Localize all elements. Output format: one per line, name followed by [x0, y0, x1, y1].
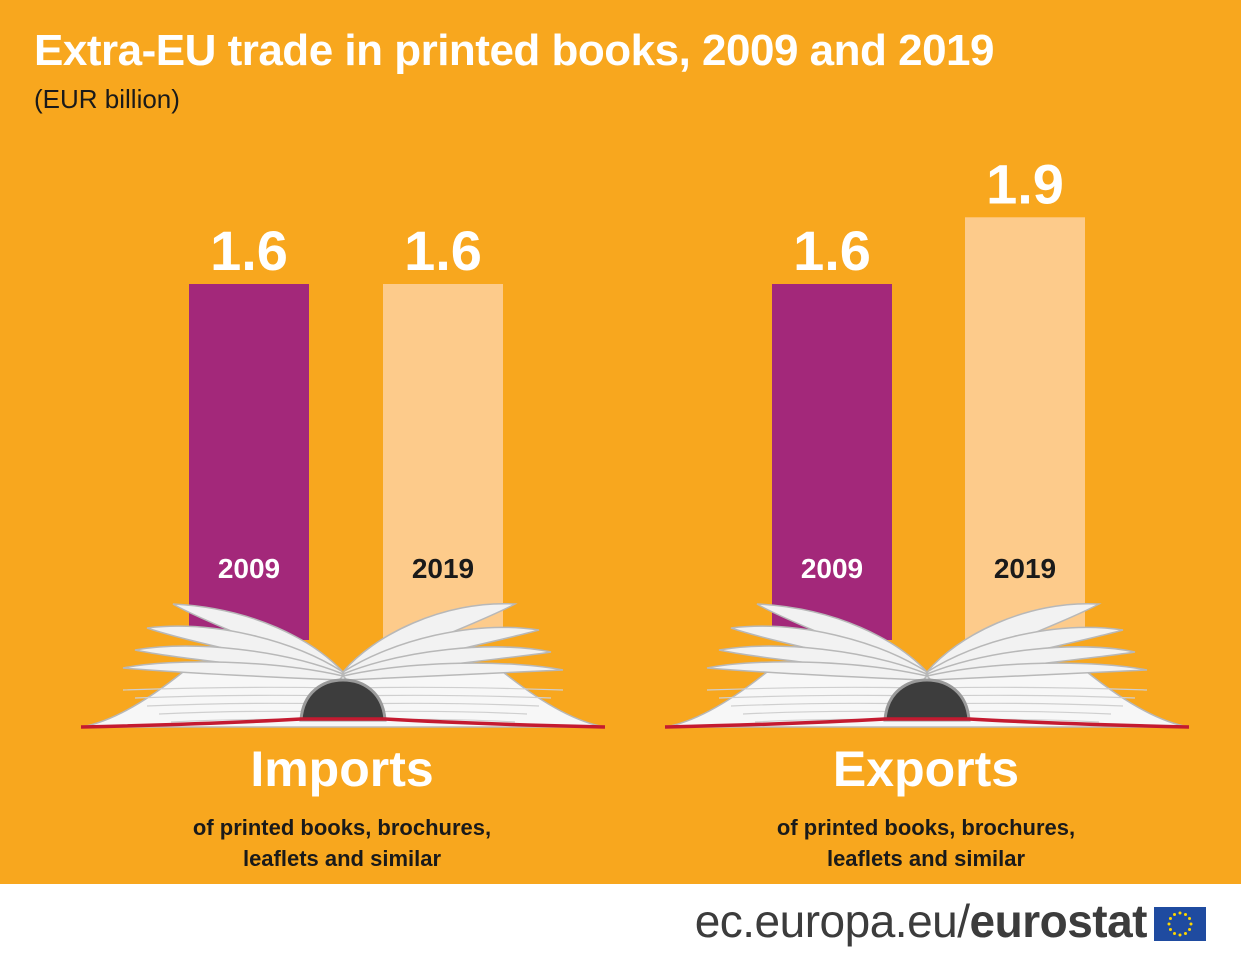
exports-heading: Exports [832, 741, 1020, 797]
eurostat-brand: eurostat [969, 895, 1148, 947]
imports-description-line-1: of printed books, brochures, [192, 815, 492, 840]
eu-flag-star [1184, 932, 1187, 936]
imports-book-spine [299, 678, 387, 722]
imports-book-cover-edge [80, 717, 606, 729]
source-url: ec.europa.eu/ [694, 895, 970, 947]
imports-value-label-2019: 1.6 [404, 219, 482, 282]
exports-open-book-icon [664, 602, 1190, 729]
imports-open-book-icon [80, 602, 606, 729]
footer: ec.europa.eu/eurostat [0, 884, 1241, 958]
imports-description: of printed books, brochures, leaflets an… [132, 812, 552, 874]
exports-book-left-line [706, 686, 920, 691]
eu-flag-star [1173, 912, 1176, 916]
chart-title: Extra-EU trade in printed books, 2009 an… [34, 26, 995, 75]
exports-year-label-2019: 2019 [994, 553, 1056, 584]
imports-bar-2009 [189, 284, 309, 640]
eu-flag-icon [1154, 907, 1206, 941]
eu-flag-star [1178, 933, 1182, 937]
exports-book-spine [883, 678, 971, 722]
exports-year-label-2009: 2009 [801, 553, 863, 584]
eu-flag-star [1188, 928, 1192, 931]
imports-description-line-2: leaflets and similar [242, 846, 442, 871]
exports-value-label-2009: 1.6 [793, 219, 871, 282]
eu-flag-star [1167, 922, 1171, 926]
imports-book-left-page [122, 661, 345, 681]
eu-flag-star [1178, 911, 1182, 915]
exports-description: of printed books, brochures, leaflets an… [716, 812, 1136, 874]
exports-book-left-page [706, 661, 929, 681]
exports-bar-2019 [965, 217, 1085, 641]
imports-book-right-page [341, 662, 564, 681]
imports-value-label-2009: 1.6 [210, 219, 288, 282]
source-link[interactable]: ec.europa.eu/eurostat [694, 894, 1148, 948]
imports-heading: Imports [250, 741, 434, 797]
imports-year-label-2019: 2019 [412, 553, 474, 584]
exports-book-cover-edge [664, 717, 1190, 729]
imports-bar-2019 [383, 284, 503, 640]
eu-flag-star [1188, 917, 1192, 920]
imports-book-right-line [350, 686, 564, 691]
chart-unit-subtitle: (EUR billion) [34, 84, 180, 114]
eu-flag-star [1168, 917, 1172, 920]
exports-book-right-line [934, 686, 1148, 691]
infographic: Extra-EU trade in printed books, 2009 an… [0, 0, 1241, 884]
imports-year-label-2009: 2009 [218, 553, 280, 584]
exports-book-right-page [925, 662, 1148, 681]
bar-chart: 1.6 2009 1.6 2019 1.6 2009 1.9 2019 [80, 152, 1190, 729]
exports-description-line-2: leaflets and similar [826, 846, 1026, 871]
eu-flag-star [1184, 912, 1187, 916]
exports-value-label-2019: 1.9 [986, 152, 1064, 215]
eu-flag-star [1168, 928, 1172, 931]
eu-flag-star [1173, 932, 1176, 936]
imports-book-left-line [122, 686, 336, 691]
exports-description-line-1: of printed books, brochures, [776, 815, 1076, 840]
eu-flag-star [1189, 922, 1193, 926]
exports-bar-2009 [772, 284, 892, 640]
